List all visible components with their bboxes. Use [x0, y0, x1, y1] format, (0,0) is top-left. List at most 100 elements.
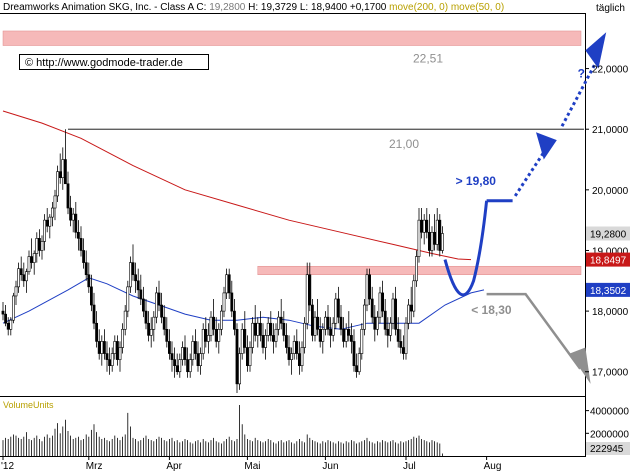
target-arrowhead-2: [585, 32, 607, 69]
candle: [212, 298, 216, 336]
candle: [334, 292, 338, 330]
volume-label: VolumeUnits: [3, 400, 54, 410]
candle-body: [365, 274, 369, 306]
candle: [396, 317, 400, 348]
header-part-10: move(50, 0): [451, 2, 504, 13]
annotation-2: ?: [578, 67, 585, 81]
candle-body: [401, 347, 405, 354]
candle-body: [1, 310, 5, 315]
candle: [9, 317, 13, 336]
candle-body: [344, 329, 348, 342]
scenario-drawings: [443, 32, 607, 384]
candle: [344, 323, 348, 348]
candle: [79, 226, 83, 257]
target-arrowhead-1: [536, 132, 557, 160]
candle: [149, 317, 153, 348]
candle: [238, 347, 242, 390]
candle: [209, 311, 213, 342]
chart-header-title: Dreamworks Animation SKG, Inc. - Class A…: [3, 2, 504, 13]
candle: [173, 347, 177, 378]
candle-body: [157, 292, 161, 306]
candle-body: [258, 322, 262, 336]
candle: [178, 353, 182, 378]
candle-body: [274, 329, 278, 342]
header-part-1: C:: [194, 2, 210, 13]
candle-body: [233, 310, 236, 330]
candle: [170, 341, 174, 372]
candle-body: [375, 316, 379, 330]
candle: [316, 298, 320, 336]
candle-body: [360, 329, 364, 354]
target-arrow-2: [560, 61, 598, 127]
cup-curve: [443, 200, 489, 297]
candle: [201, 323, 205, 360]
candle: [92, 292, 96, 330]
resistance-zone-1: [257, 265, 582, 275]
candle-body: [256, 322, 260, 336]
candle: [53, 189, 57, 221]
price-axis: 17,0000 18,0000 19,0000 20,0000 21,0000 22,00…: [585, 65, 629, 379]
candle-body: [196, 353, 200, 366]
volume-last-tag: [586, 442, 630, 455]
candle-body: [352, 341, 356, 366]
candle-body: [24, 271, 28, 282]
resistance-zone-0: [2, 30, 582, 46]
candle: [160, 292, 164, 324]
candle: [217, 323, 221, 354]
x-tick-label: '12: [1, 461, 14, 472]
candle-body: [308, 274, 312, 306]
candle-body: [12, 295, 15, 321]
candle: [129, 256, 132, 293]
candle-body: [71, 213, 75, 221]
candle: [123, 305, 127, 336]
candle-body: [261, 335, 265, 348]
candle-body: [329, 329, 333, 336]
candle: [355, 353, 359, 378]
downside-arrow: [486, 292, 582, 370]
candle: [438, 214, 442, 257]
annotation-1: < 18,30: [471, 303, 512, 317]
candle: [90, 274, 93, 312]
candle: [12, 292, 15, 324]
candle: [305, 262, 309, 330]
candle-body: [178, 359, 182, 373]
candle: [175, 353, 179, 375]
time-axis: '12 Mrz Apr Mai Jun Jul Aug: [1, 456, 501, 472]
candle: [246, 335, 249, 372]
candle-body: [422, 219, 426, 233]
candle: [425, 208, 429, 239]
candle: [227, 268, 231, 299]
candle: [360, 323, 364, 360]
candle: [331, 317, 335, 342]
candle-body: [404, 322, 408, 354]
candle: [134, 262, 138, 293]
candle-body: [269, 322, 273, 336]
candle-body: [323, 316, 327, 330]
x-tick-label: Jul: [403, 461, 416, 472]
candle-body: [412, 280, 416, 312]
candle-body: [209, 316, 213, 336]
candle: [204, 317, 208, 348]
candle-body: [170, 353, 174, 360]
candle-body: [17, 268, 21, 288]
candle: [71, 208, 75, 233]
candle-body: [100, 341, 104, 354]
candle-body: [95, 322, 99, 342]
candle-body: [92, 304, 96, 324]
candle: [235, 323, 239, 393]
candle: [27, 250, 31, 275]
x-tick-label: Apr: [166, 461, 182, 472]
candle: [168, 329, 171, 360]
candle-body: [175, 365, 179, 373]
candle: [295, 329, 299, 360]
candle-body: [105, 353, 109, 360]
y-tick-label: 21,0000: [592, 125, 629, 136]
candle: [412, 274, 416, 318]
candle: [373, 305, 377, 342]
candle-body: [225, 274, 229, 294]
candle-body: [74, 213, 78, 233]
candle: [40, 235, 44, 260]
y-tick-label: 20,0000: [592, 186, 629, 197]
candle: [297, 341, 301, 375]
candle: [329, 317, 333, 348]
